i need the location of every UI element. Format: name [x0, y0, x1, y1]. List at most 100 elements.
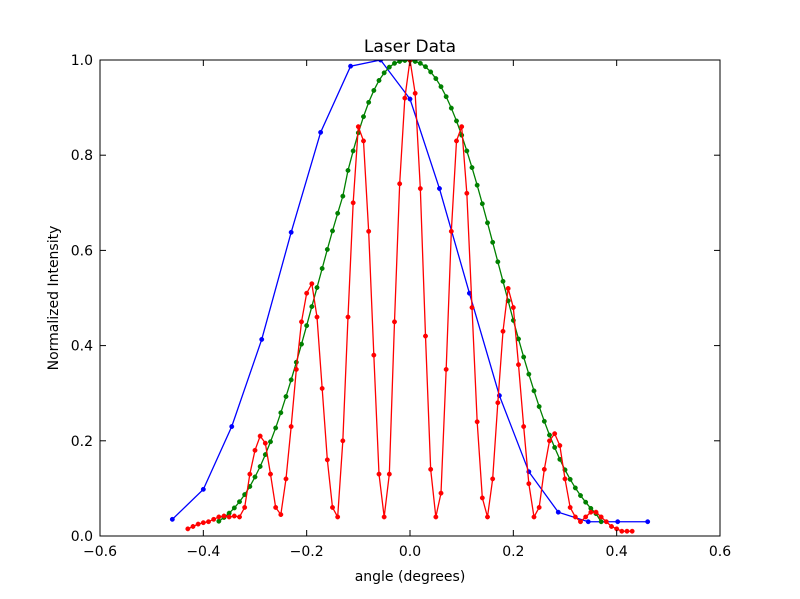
data-point	[541, 466, 547, 472]
x-tick-label: −0.2	[290, 544, 324, 560]
data-point	[288, 377, 294, 383]
data-point	[454, 138, 459, 144]
data-point	[588, 509, 594, 515]
data-point	[200, 520, 206, 526]
data-point	[407, 96, 413, 102]
data-point	[448, 105, 454, 111]
data-point	[516, 362, 521, 368]
data-point	[469, 165, 475, 171]
data-point	[572, 514, 578, 520]
data-point	[423, 333, 428, 339]
data-point	[552, 431, 558, 437]
data-point	[490, 239, 496, 245]
data-point	[521, 354, 527, 360]
data-point	[371, 352, 377, 358]
data-point	[330, 504, 335, 510]
chart-title: Laser Data	[364, 37, 456, 57]
x-tick-label: 0.2	[502, 544, 524, 560]
data-point	[397, 181, 403, 187]
data-point	[366, 228, 372, 234]
data-point	[412, 90, 418, 96]
data-point	[350, 148, 356, 154]
data-point	[345, 314, 351, 320]
data-point	[252, 474, 258, 480]
data-point	[578, 519, 583, 525]
data-point	[585, 519, 591, 525]
data-point	[381, 514, 387, 520]
plot-area	[100, 60, 720, 536]
data-point	[562, 476, 568, 482]
data-point	[257, 433, 263, 439]
data-point	[448, 228, 454, 234]
data-point	[438, 490, 444, 496]
data-point	[242, 504, 248, 510]
data-point	[485, 220, 490, 226]
data-point	[237, 514, 242, 520]
data-point	[319, 385, 325, 391]
data-point	[557, 443, 563, 449]
data-point	[257, 464, 263, 469]
data-point	[273, 504, 279, 510]
data-point	[417, 186, 423, 191]
data-point	[433, 514, 439, 520]
y-tick-label: 0.6	[71, 243, 93, 259]
data-point	[371, 88, 377, 93]
data-point	[428, 69, 434, 75]
data-point	[185, 526, 191, 532]
data-point	[226, 514, 232, 520]
data-point	[345, 167, 351, 173]
data-point	[247, 471, 253, 477]
data-point	[273, 425, 279, 431]
data-point	[433, 76, 439, 82]
data-point	[340, 438, 346, 444]
data-point	[299, 341, 304, 347]
data-point	[268, 439, 273, 445]
data-point	[397, 60, 403, 64]
data-point	[578, 493, 583, 498]
data-point	[547, 438, 552, 444]
data-point	[355, 124, 361, 130]
data-point	[521, 424, 527, 429]
data-point	[366, 99, 372, 105]
data-point	[252, 447, 258, 453]
data-point	[629, 528, 635, 534]
data-point	[428, 466, 434, 472]
y-tick-label: 0.8	[71, 148, 93, 164]
data-point	[495, 259, 501, 265]
data-point	[309, 304, 315, 310]
data-point	[309, 281, 315, 287]
data-point	[598, 519, 604, 525]
data-point	[361, 138, 366, 144]
data-point	[350, 200, 356, 206]
data-point	[500, 328, 506, 334]
data-point	[324, 247, 330, 252]
data-point	[510, 305, 516, 310]
x-tick-label: 0.4	[606, 544, 628, 560]
data-point	[645, 519, 651, 525]
data-point	[624, 528, 630, 534]
data-point	[598, 514, 604, 520]
data-point	[386, 64, 392, 70]
data-point	[474, 182, 480, 188]
data-point	[216, 514, 222, 520]
data-point	[454, 118, 459, 124]
y-tick-label: 0.4	[71, 339, 93, 355]
data-point	[536, 404, 542, 409]
data-point	[259, 336, 265, 342]
data-point	[552, 445, 558, 450]
data-point	[195, 521, 201, 527]
data-point	[572, 485, 578, 491]
data-point	[531, 514, 537, 520]
data-point	[293, 366, 299, 372]
x-tick-label: 0.0	[399, 544, 421, 560]
data-point	[231, 513, 237, 519]
data-point	[206, 519, 211, 525]
data-point	[299, 319, 304, 325]
data-point	[304, 290, 310, 296]
data-point	[459, 124, 465, 130]
data-point	[567, 476, 573, 482]
data-point	[526, 371, 532, 377]
series-3	[185, 60, 635, 534]
series-layer	[169, 60, 651, 534]
